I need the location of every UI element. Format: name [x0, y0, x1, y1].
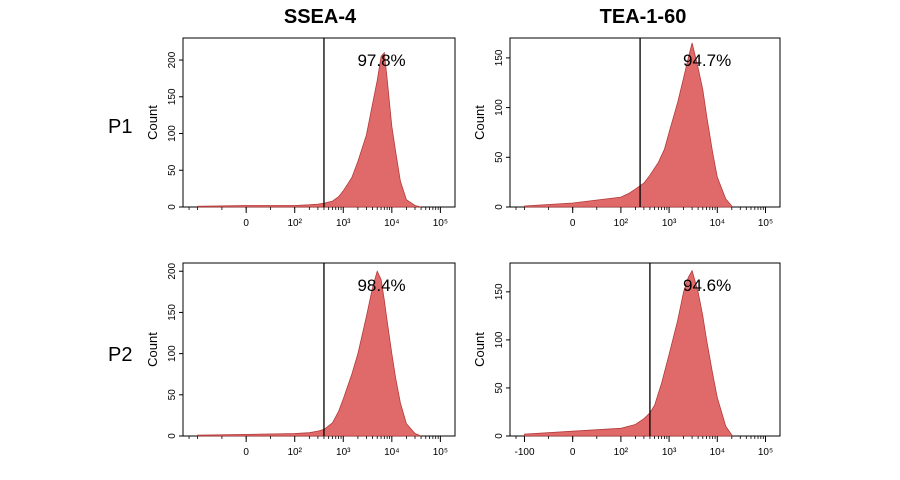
- y-tick-label: 0: [167, 204, 178, 210]
- percent-label: 94.6%: [683, 276, 731, 295]
- x-tick-label: 10²: [287, 447, 302, 458]
- plot-frame: [182, 37, 456, 208]
- histogram-panel: 94.7% 0 50 100 150 Count 0 10² 10³ 10⁴ 10⁵: [472, 37, 781, 229]
- x-tick-label: 10⁴: [710, 447, 725, 458]
- x-tick-label: 10⁴: [384, 447, 399, 458]
- plot-frame: [182, 262, 456, 437]
- plot-frame: [509, 262, 781, 437]
- y-tick-label: 150: [167, 304, 178, 321]
- row-label-p2: P2: [108, 344, 132, 366]
- y-tick-label: 200: [167, 262, 178, 279]
- y-tick-label: 0: [167, 433, 178, 439]
- y-tick-label: 50: [167, 389, 178, 401]
- y-tick-label: 0: [494, 433, 505, 439]
- histogram-panel: 97.8% 0 50 100 150 200 Count 0 10² 10³ 10⁴ 10⁵: [145, 37, 456, 229]
- histogram-area: [524, 42, 733, 208]
- x-tick-label: 10⁵: [433, 447, 448, 458]
- histogram-area: [524, 269, 733, 437]
- y-tick-label: 150: [494, 283, 505, 300]
- histogram-panel: 94.6% 0 50 100 150 Count -100 0 10² 10³ 10⁴ 10⁵: [472, 262, 781, 458]
- x-tick-label: 10³: [662, 218, 677, 229]
- row-label-p1: P1: [108, 116, 132, 138]
- histogram-panel: 98.4% 0 50 100 150 200 Count 0 10² 10³ 10⁴ 10⁵: [145, 262, 456, 458]
- y-tick-label: 200: [167, 51, 178, 68]
- y-tick-label: 150: [167, 88, 178, 105]
- x-tick-label: 10⁵: [758, 447, 773, 458]
- percent-label: 94.7%: [683, 51, 731, 70]
- x-tick-label: 0: [243, 218, 249, 229]
- y-axis-label: Count: [472, 105, 487, 140]
- histogram-area: [197, 51, 422, 208]
- percent-label: 98.4%: [357, 276, 405, 295]
- column-title-tea160: TEA-1-60: [600, 6, 687, 28]
- x-tick-label: 0: [570, 218, 576, 229]
- y-axis-label: Count: [145, 332, 160, 367]
- x-tick-label: 10²: [614, 218, 629, 229]
- y-tick-label: 100: [494, 99, 505, 116]
- y-tick-label: 100: [167, 125, 178, 142]
- y-tick-label: 50: [494, 382, 505, 394]
- y-tick-label: 100: [494, 331, 505, 348]
- x-tick-label: 10⁴: [710, 218, 725, 229]
- y-axis-label: Count: [145, 105, 160, 140]
- y-tick-label: 0: [494, 204, 505, 210]
- y-tick-label: 50: [167, 164, 178, 176]
- x-tick-label: 10³: [336, 447, 351, 458]
- x-tick-label: 0: [243, 447, 249, 458]
- x-tick-label: 10⁴: [384, 218, 399, 229]
- x-tick-label: 10⁵: [758, 218, 773, 229]
- column-title-ssea4: SSEA-4: [284, 6, 357, 28]
- y-tick-label: 150: [494, 49, 505, 66]
- percent-label: 97.8%: [357, 51, 405, 70]
- x-tick-label: 10³: [662, 447, 677, 458]
- x-tick-label: 0: [570, 447, 576, 458]
- y-tick-label: 50: [494, 151, 505, 163]
- x-tick-label: 10⁵: [433, 218, 448, 229]
- y-axis-label: Count: [472, 332, 487, 367]
- y-tick-label: 100: [167, 345, 178, 362]
- histogram-area: [197, 270, 422, 437]
- x-tick-label: 10³: [336, 218, 351, 229]
- x-tick-label: 10²: [614, 447, 629, 458]
- x-tick-label: 10²: [287, 218, 302, 229]
- x-tick-label: -100: [515, 447, 535, 458]
